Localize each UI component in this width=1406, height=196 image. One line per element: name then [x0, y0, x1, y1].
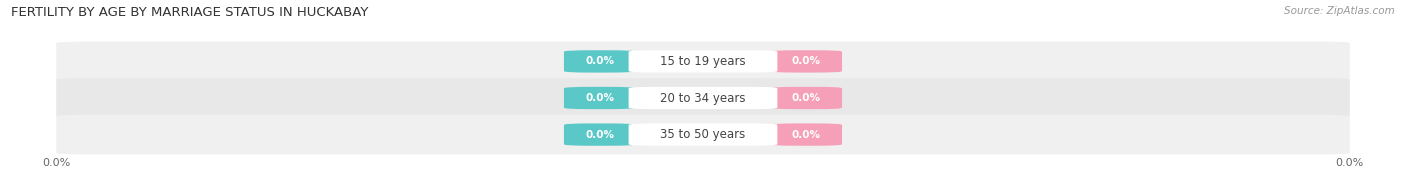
Text: Source: ZipAtlas.com: Source: ZipAtlas.com	[1284, 6, 1395, 16]
FancyBboxPatch shape	[56, 42, 1350, 81]
FancyBboxPatch shape	[628, 87, 778, 109]
Text: 0.0%: 0.0%	[792, 93, 821, 103]
FancyBboxPatch shape	[770, 123, 842, 146]
FancyBboxPatch shape	[770, 87, 842, 109]
FancyBboxPatch shape	[56, 115, 1350, 154]
Text: 35 to 50 years: 35 to 50 years	[661, 128, 745, 141]
Text: 0.0%: 0.0%	[792, 130, 821, 140]
FancyBboxPatch shape	[564, 50, 636, 73]
FancyBboxPatch shape	[770, 50, 842, 73]
Text: FERTILITY BY AGE BY MARRIAGE STATUS IN HUCKABAY: FERTILITY BY AGE BY MARRIAGE STATUS IN H…	[11, 6, 368, 19]
Text: 0.0%: 0.0%	[792, 56, 821, 66]
FancyBboxPatch shape	[628, 123, 778, 146]
FancyBboxPatch shape	[56, 78, 1350, 118]
FancyBboxPatch shape	[564, 87, 636, 109]
Text: 0.0%: 0.0%	[585, 93, 614, 103]
Text: 0.0%: 0.0%	[585, 130, 614, 140]
Text: 15 to 19 years: 15 to 19 years	[661, 55, 745, 68]
FancyBboxPatch shape	[628, 50, 778, 73]
FancyBboxPatch shape	[564, 123, 636, 146]
Text: 0.0%: 0.0%	[585, 56, 614, 66]
Text: 20 to 34 years: 20 to 34 years	[661, 92, 745, 104]
